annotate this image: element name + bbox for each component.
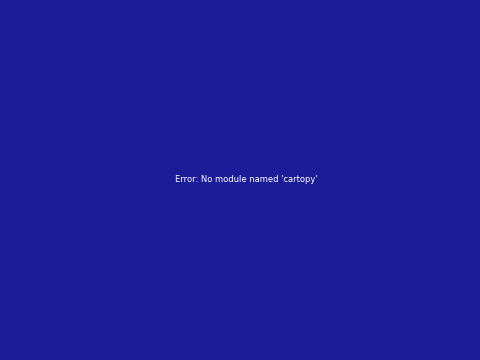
- Text: Error: No module named 'cartopy': Error: No module named 'cartopy': [175, 175, 317, 184]
